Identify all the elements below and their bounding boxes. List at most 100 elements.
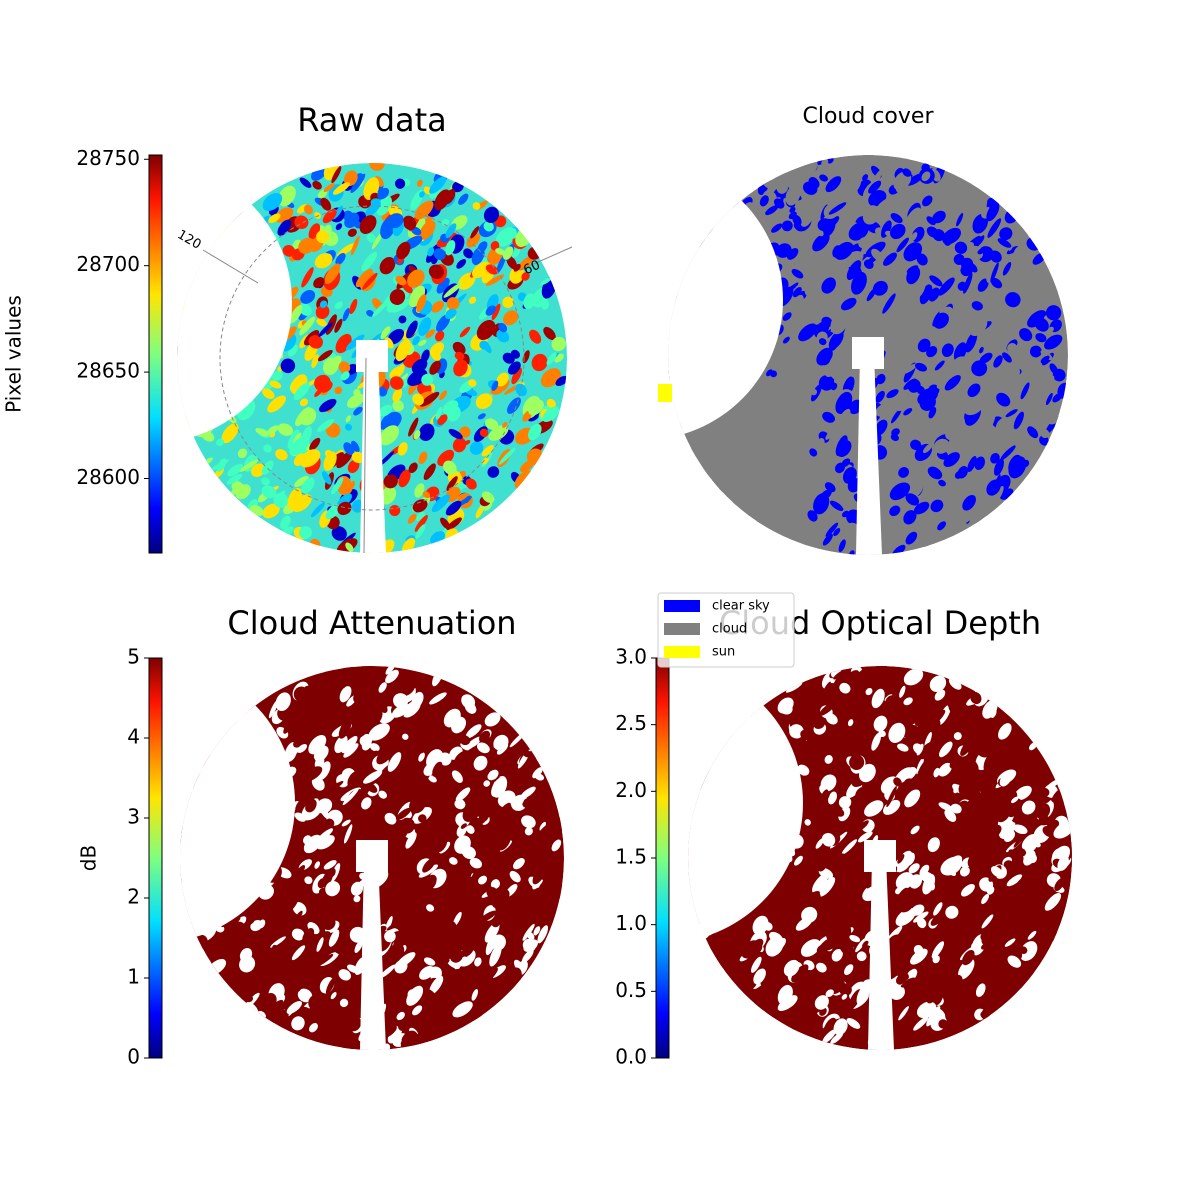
sky-texture <box>431 494 450 513</box>
sky-image <box>688 666 1072 1050</box>
sky-texture <box>316 798 333 814</box>
sky-texture <box>782 336 790 344</box>
sky-texture <box>313 277 325 289</box>
sky-texture <box>889 482 911 501</box>
sky-texture <box>475 393 493 409</box>
sky-texture <box>1006 245 1019 255</box>
sky-texture <box>872 280 888 296</box>
sky-texture <box>803 427 812 436</box>
sky-texture <box>893 758 904 774</box>
sky-texture <box>474 957 482 967</box>
sky-texture <box>838 796 852 809</box>
sky-texture <box>316 828 334 842</box>
sky-texture <box>1028 837 1041 848</box>
sky-texture <box>823 731 835 743</box>
sky-texture <box>457 883 475 903</box>
sky-texture <box>981 1007 991 1019</box>
sky-texture <box>967 354 974 361</box>
sky-texture <box>765 205 779 216</box>
sky-texture <box>778 376 791 391</box>
sky-texture <box>460 823 467 829</box>
sky-texture <box>414 200 434 220</box>
sky-texture <box>351 451 365 464</box>
sky-texture <box>985 494 1000 508</box>
sky-texture <box>796 889 812 905</box>
sky-texture <box>445 223 457 239</box>
sky-texture <box>215 941 224 952</box>
sky-texture <box>532 767 543 779</box>
sky-texture <box>519 750 536 771</box>
sky-texture <box>778 421 795 433</box>
sky-texture <box>269 380 282 389</box>
sky-texture <box>452 1001 473 1018</box>
sky-texture <box>221 423 239 444</box>
sky-texture <box>419 220 436 240</box>
sky-texture <box>537 925 549 944</box>
sky-texture <box>863 259 874 269</box>
colorbar-tick-label: 28700 <box>76 252 140 276</box>
sky-texture <box>422 491 431 499</box>
colorbar-tick-label: 28600 <box>76 465 140 489</box>
sky-texture <box>1014 785 1032 801</box>
colorbar-tick-label: 0 <box>127 1045 140 1069</box>
sky-texture <box>900 363 918 375</box>
sky-texture <box>351 440 360 453</box>
sky-texture <box>304 876 313 885</box>
sky-texture <box>981 436 992 447</box>
sky-texture <box>887 934 903 949</box>
sky-texture <box>979 776 997 796</box>
sky-texture <box>344 423 353 431</box>
sky-texture <box>825 989 834 998</box>
sky-texture <box>971 887 982 900</box>
sky-texture <box>499 916 514 929</box>
sky-texture <box>990 866 1003 878</box>
sky-texture <box>531 353 548 372</box>
sky-texture <box>508 773 519 782</box>
sky-texture <box>408 462 418 474</box>
sky-texture <box>886 455 902 472</box>
sky-texture <box>982 699 998 719</box>
sky-texture <box>776 512 791 523</box>
sky-texture <box>487 847 496 858</box>
sky-texture <box>762 403 780 416</box>
sky-texture <box>825 522 839 537</box>
sky-texture <box>908 863 920 874</box>
sky-texture <box>454 835 471 854</box>
sky-texture <box>280 515 291 530</box>
sky-texture <box>343 666 353 674</box>
occlusion <box>360 858 386 1050</box>
sky-texture <box>1005 292 1021 308</box>
sky-texture <box>226 473 243 485</box>
sky-texture <box>384 930 396 943</box>
sky-texture <box>382 988 398 1004</box>
sky-texture <box>789 206 796 213</box>
sky-texture <box>523 293 536 309</box>
polar-axis <box>519 246 573 271</box>
sky-texture <box>838 408 851 427</box>
sky-texture <box>833 669 846 680</box>
sky-texture <box>471 246 485 265</box>
sky-texture <box>949 855 963 869</box>
sky-texture <box>353 895 361 903</box>
sky-texture <box>526 931 535 940</box>
sky-texture <box>849 550 855 555</box>
sky-texture <box>969 245 984 260</box>
sky-texture <box>1023 436 1035 449</box>
sky-texture <box>520 786 536 799</box>
sky-texture <box>223 943 237 959</box>
sky-texture <box>361 252 377 272</box>
sky-texture <box>777 955 789 968</box>
sky-texture <box>251 463 266 477</box>
sky-texture <box>941 343 954 357</box>
sky-texture <box>847 670 860 680</box>
sky-texture <box>908 987 924 998</box>
sky-texture <box>382 883 396 903</box>
sky-texture <box>412 1005 423 1016</box>
sky-texture <box>777 697 794 714</box>
sky-texture <box>319 398 337 413</box>
sky-texture <box>338 718 352 739</box>
sky-texture <box>926 226 939 238</box>
colorbar-tick-label: 3 <box>127 805 140 829</box>
sky-texture <box>1006 874 1023 887</box>
sky-texture <box>359 750 378 764</box>
